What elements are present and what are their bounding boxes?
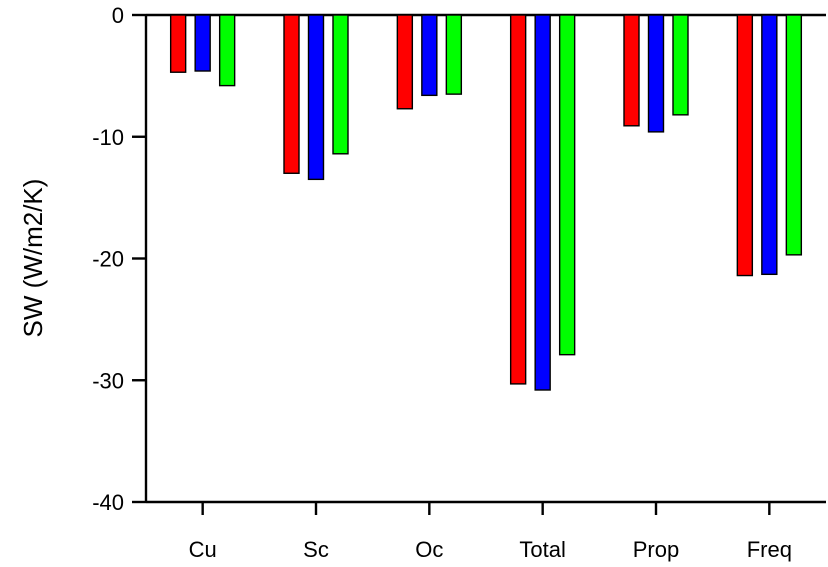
- y-axis-label: SW (W/m2/K): [18, 179, 48, 338]
- y-tick-label: -40: [92, 490, 124, 515]
- x-tick-label-prop: Prop: [633, 537, 679, 562]
- x-tick-label-cu: Cu: [189, 537, 217, 562]
- bar-series-group: [169, 14, 803, 391]
- y-tick-label: -10: [92, 125, 124, 150]
- bar-prop-series-2: [647, 14, 665, 133]
- y-tick-label: -30: [92, 368, 124, 393]
- y-axis-ticks: 0 -10 -20 -30 -40: [92, 3, 146, 515]
- bar-prop-series-1: [623, 14, 640, 127]
- bar-sc-series-1: [283, 14, 300, 174]
- bar-cu-series-1: [169, 14, 187, 73]
- y-tick-label: -20: [92, 247, 124, 272]
- bar-oc-series-3: [445, 14, 463, 95]
- plot-frame: [144, 13, 826, 504]
- bar-total-series-3: [558, 14, 576, 356]
- x-tick-label-total: Total: [519, 537, 565, 562]
- bar-freq-series-2: [761, 14, 778, 276]
- bar-total-series-1: [509, 14, 527, 385]
- bar-total-series-2: [534, 14, 551, 391]
- x-axis-ticks: Cu Sc Oc Total Prop Freq: [189, 502, 792, 562]
- bar-oc-series-2: [421, 14, 438, 97]
- x-tick-label-sc: Sc: [303, 537, 329, 562]
- bar-cu-series-2: [194, 14, 211, 72]
- bar-prop-series-3: [672, 14, 689, 116]
- y-tick-label: 0: [112, 3, 124, 28]
- bar-sc-series-3: [332, 14, 349, 155]
- x-tick-label-oc: Oc: [415, 537, 443, 562]
- bar-cu-series-3: [218, 14, 236, 87]
- bar-sc-series-2: [307, 14, 325, 181]
- bar-freq-series-3: [785, 14, 803, 256]
- x-tick-label-freq: Freq: [747, 537, 792, 562]
- bar-freq-series-1: [736, 14, 754, 277]
- bar-oc-series-1: [396, 14, 414, 110]
